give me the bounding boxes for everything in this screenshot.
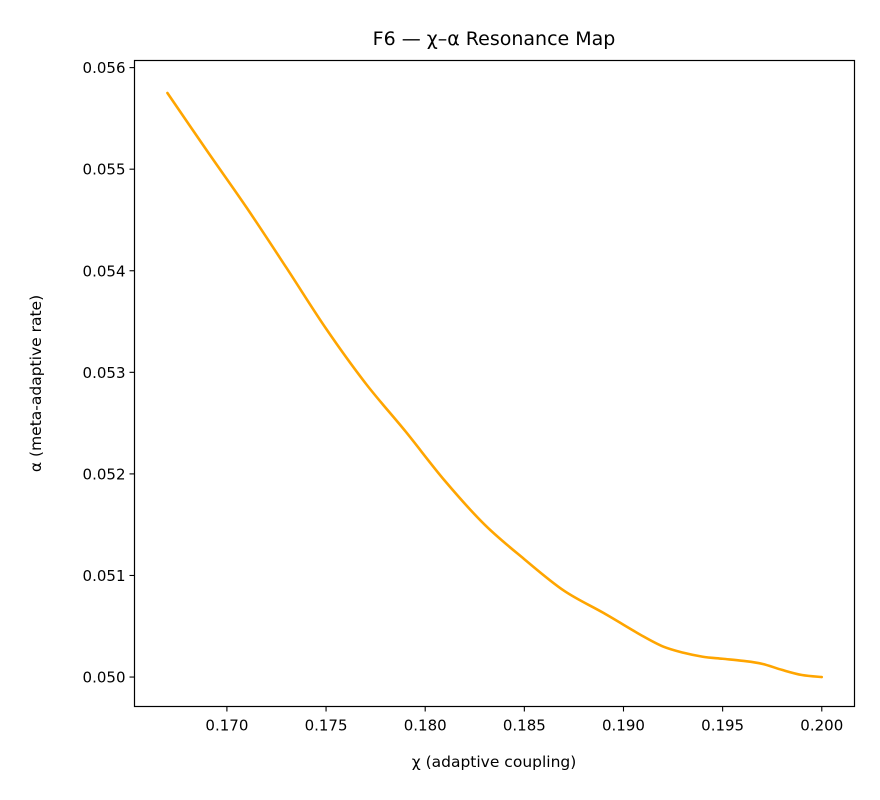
x-tick-label: 0.190 [602,717,645,735]
y-tick-label: 0.056 [83,59,126,77]
y-tick-label: 0.052 [83,465,126,483]
chart-title: F6 — χ–α Resonance Map [373,28,616,50]
y-tick-label: 0.051 [83,567,126,585]
series-line [166,91,824,679]
y-axis-ticks: 0.050 0.051 0.052 0.053 0.054 0.055 0.056 [83,59,135,687]
y-axis-label: α (meta-adaptive rate) [27,295,45,472]
x-tick-label: 0.180 [404,717,447,735]
x-tick-label: 0.175 [305,717,348,735]
y-tick-label: 0.053 [83,364,126,382]
x-axis-label: χ (adaptive coupling) [412,753,577,771]
plot-frame [133,59,856,708]
x-tick-label: 0.195 [701,717,744,735]
y-tick-label: 0.050 [83,669,126,687]
x-tick-label: 0.200 [800,717,843,735]
y-tick-label: 0.054 [83,262,126,280]
y-tick-label: 0.055 [83,161,126,179]
series-layer [166,91,824,679]
x-tick-label: 0.170 [205,717,248,735]
x-tick-label: 0.185 [503,717,546,735]
x-axis-ticks: 0.170 0.175 0.180 0.185 0.190 0.195 0.200 [205,706,843,735]
